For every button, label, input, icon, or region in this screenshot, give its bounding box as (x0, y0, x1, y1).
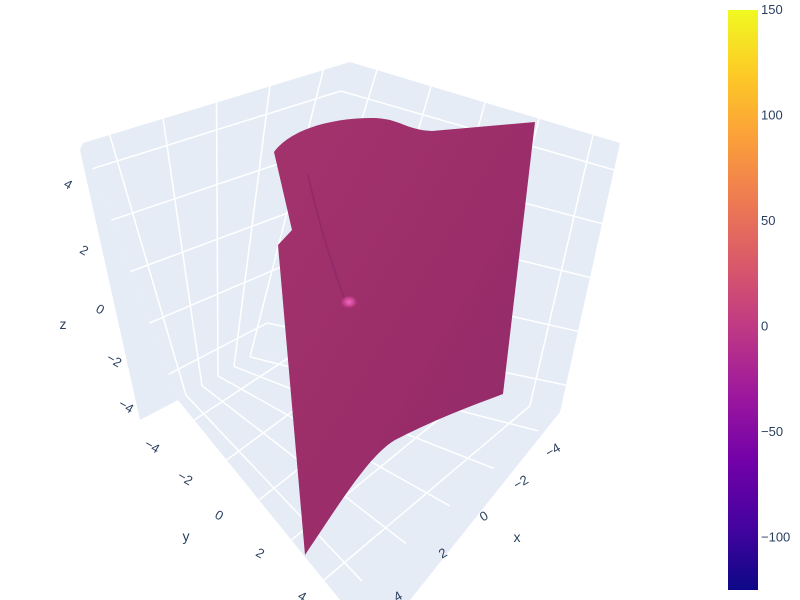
grid-line (149, 264, 286, 324)
x-tick-label: −2 (511, 472, 531, 492)
z-tick-label: 0 (93, 301, 107, 318)
colorbar-ticks: 150 100 50 0 −50 −100 (761, 2, 790, 544)
y-tick-label: 4 (295, 588, 309, 600)
colorbar-tick-label: −50 (761, 424, 783, 439)
y-axis-title: y (183, 528, 190, 544)
surface (274, 118, 535, 555)
y-tick-label: 0 (212, 507, 226, 524)
surface-peak (340, 295, 358, 309)
grid-line (92, 90, 342, 170)
surface-sheet (274, 118, 535, 555)
grid-line (130, 206, 305, 273)
y-tick-label: −2 (175, 468, 195, 488)
x-tick-label: −4 (543, 440, 563, 460)
colorbar-tick-label: 150 (761, 2, 783, 17)
colorbar-tick-label: 50 (761, 213, 775, 228)
grid-line (323, 405, 531, 581)
z-tick-label: 4 (61, 176, 75, 193)
colorbar[interactable] (728, 10, 758, 590)
z-axis-title: z (60, 316, 67, 332)
colorbar-tick-label: 0 (761, 318, 768, 333)
grid-line (193, 357, 289, 421)
colorbar-tick-label: −100 (761, 529, 790, 544)
left-wall (80, 143, 178, 420)
z-tick-label: 2 (77, 242, 91, 259)
y-tick-label: 2 (253, 545, 267, 562)
colorbar-tick-label: 100 (761, 107, 783, 122)
z-tick-label: −2 (104, 350, 124, 370)
x-tick-label: 0 (477, 508, 491, 525)
grid-line (168, 322, 268, 375)
y-tick-label: −4 (142, 436, 162, 456)
z-tick-label: −4 (116, 396, 136, 416)
x-axis-title: x (514, 529, 521, 545)
surface-fold (307, 174, 346, 301)
